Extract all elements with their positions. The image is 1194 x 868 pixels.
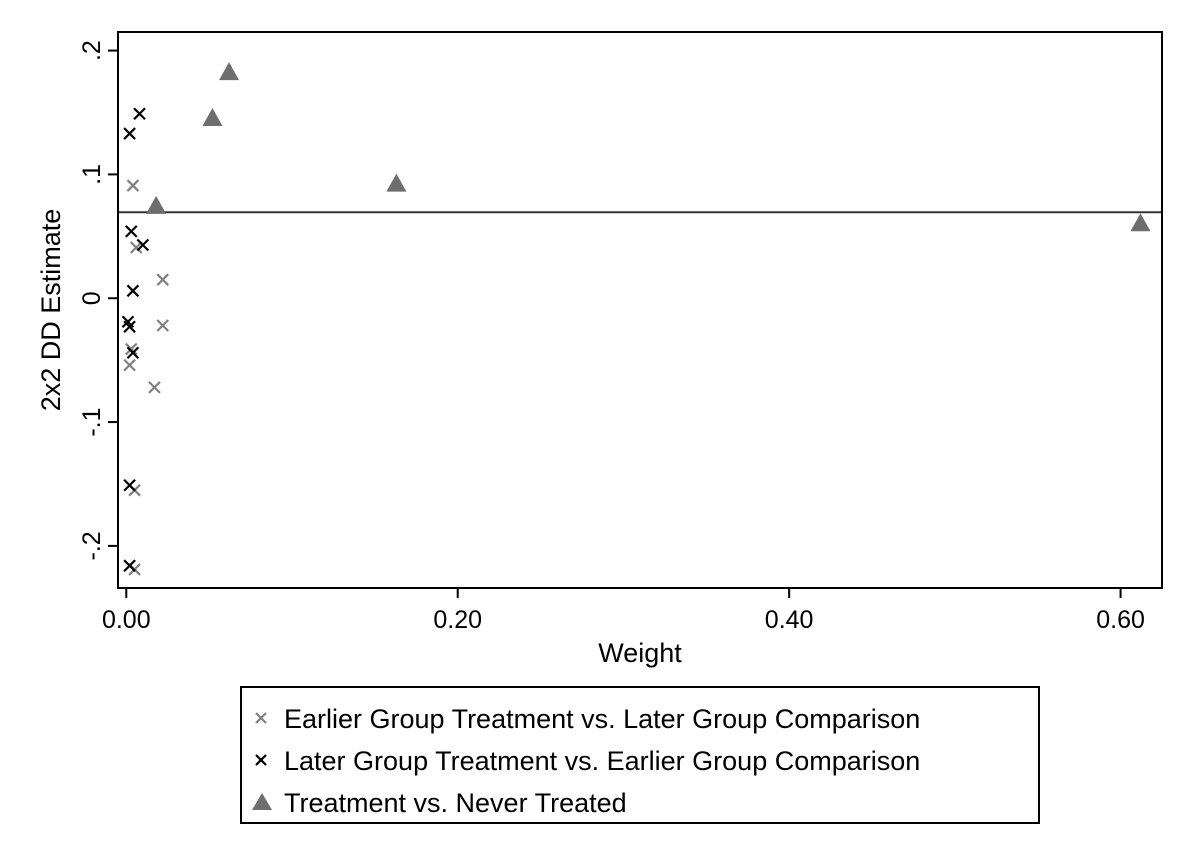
data-point-triangle [202, 107, 223, 126]
data-point-gray-x [156, 319, 170, 332]
black-x-marker-icon [255, 754, 267, 766]
plot-area-frame [117, 31, 1163, 589]
legend-label: Later Group Treatment vs. Earlier Group … [284, 746, 921, 776]
data-point-triangle [219, 62, 240, 81]
y-tick-label: -.2 [78, 531, 106, 560]
data-point-black-x [123, 127, 136, 140]
y-tick-label: .2 [78, 40, 106, 61]
data-point-black-x [123, 478, 136, 492]
data-point-black-x [123, 559, 136, 572]
x-axis: 0.00 0.20 0.40 0.60 [102, 588, 1145, 634]
data-point-triangle [1130, 213, 1151, 232]
data-point-black-x [124, 225, 138, 238]
data-point-black-x [126, 346, 140, 359]
data-point-gray-x [129, 241, 143, 254]
triangle-marker-icon [252, 793, 272, 810]
y-axis-label: 2x2 DD Estimate [36, 209, 66, 412]
data-point-black-x [136, 238, 150, 252]
legend-item-never-treated: Treatment vs. Never Treated [242, 782, 1038, 822]
x-tick-label: 0.60 [1096, 606, 1145, 634]
data-point-black-x [133, 107, 146, 121]
gray-x-marker-icon [255, 712, 267, 724]
data-point-gray-x [156, 273, 170, 286]
y-tick-label: .1 [78, 164, 106, 185]
legend-label: Earlier Group Treatment vs. Later Group … [284, 704, 921, 734]
x-axis-label: Weight [598, 638, 682, 668]
x-tick-label: 0.00 [102, 606, 151, 634]
x-tick-label: 0.40 [765, 606, 814, 634]
data-point-gray-x [148, 381, 161, 394]
legend: Earlier Group Treatment vs. Later Group … [240, 686, 1040, 824]
data-point-triangle [146, 195, 167, 214]
data-points-layer [121, 62, 1151, 576]
data-point-black-x [123, 320, 136, 333]
data-point-gray-x [123, 358, 136, 372]
legend-item-later-vs-earlier: Later Group Treatment vs. Earlier Group … [242, 740, 1038, 780]
y-tick-label: -.1 [78, 407, 106, 436]
data-point-gray-x [124, 342, 138, 356]
data-point-gray-x [126, 179, 140, 192]
legend-item-earlier-vs-later: Earlier Group Treatment vs. Later Group … [242, 698, 1038, 738]
y-tick-label: 0 [78, 291, 106, 305]
legend-label: Treatment vs. Never Treated [284, 788, 627, 818]
data-point-black-x [126, 284, 140, 298]
y-axis: -.2 -.1 0 .1 .2 [78, 40, 118, 560]
data-point-triangle [386, 173, 407, 192]
x-tick-label: 0.20 [433, 606, 482, 634]
